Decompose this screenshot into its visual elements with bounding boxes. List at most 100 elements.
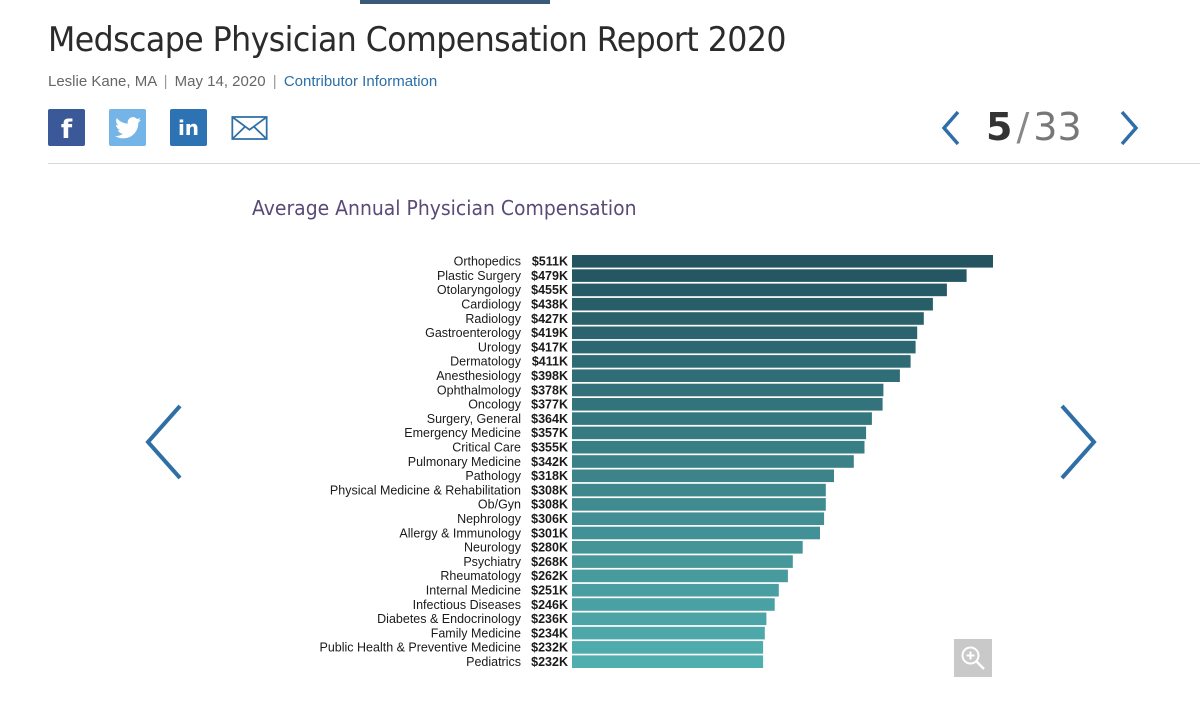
bar-value-label: $318K: [531, 469, 568, 483]
category-label: Orthopedics: [454, 255, 521, 269]
category-label: Anesthesiology: [436, 369, 522, 383]
previous-page-button[interactable]: [936, 108, 970, 148]
bar-value-label: $234K: [531, 626, 568, 640]
bar-value-label: $355K: [531, 441, 568, 455]
publish-date: May 14, 2020: [174, 73, 266, 90]
category-label: Dermatology: [450, 355, 522, 369]
previous-slide-button[interactable]: [140, 402, 190, 482]
category-label: Ob/Gyn: [478, 498, 521, 512]
category-label: Infectious Diseases: [413, 598, 521, 612]
total-pages: 33: [1033, 105, 1082, 149]
bar-value-label: $427K: [531, 312, 568, 326]
bar-value-label: $342K: [531, 455, 568, 469]
header-divider: [48, 163, 1200, 164]
email-icon: [231, 115, 268, 140]
bar: [572, 526, 820, 540]
bar-value-label: $262K: [531, 569, 568, 583]
zoom-in-icon: [961, 646, 985, 670]
bar: [572, 498, 826, 511]
category-label: Gastroenterology: [425, 326, 522, 340]
bar-value-label: $419K: [531, 326, 568, 340]
bar-value-label: $232K: [531, 641, 568, 655]
bar: [572, 483, 826, 497]
bar: [572, 569, 788, 583]
bar-value-label: $417K: [531, 340, 568, 354]
bar: [572, 512, 825, 525]
twitter-share-button[interactable]: [109, 109, 146, 146]
facebook-share-button[interactable]: f: [48, 109, 85, 146]
bar: [572, 340, 916, 354]
category-label: Diabetes & Endocrinology: [377, 612, 522, 626]
category-label: Allergy & Immunology: [399, 526, 521, 540]
bar-value-label: $301K: [531, 526, 568, 540]
bar-value-label: $236K: [531, 612, 568, 626]
bar-value-label: $268K: [531, 555, 568, 569]
bar: [572, 355, 911, 368]
bar-value-label: $246K: [531, 598, 568, 612]
bar: [572, 369, 900, 382]
facebook-icon: f: [60, 114, 73, 145]
byline-separator: |: [163, 73, 168, 90]
category-label: Plastic Surgery: [437, 269, 522, 283]
next-slide-button[interactable]: [1052, 402, 1102, 482]
bar: [572, 383, 884, 397]
category-label: Physical Medicine & Rehabilitation: [330, 483, 521, 497]
bar: [572, 398, 883, 411]
bar-value-label: $308K: [531, 498, 568, 512]
current-page-number: 5: [986, 105, 1013, 149]
author-name: Leslie Kane, MA: [48, 73, 157, 90]
bar: [572, 269, 967, 282]
next-page-button[interactable]: [1112, 108, 1146, 148]
bar-value-label: $455K: [531, 283, 568, 297]
bar-value-label: $438K: [531, 298, 568, 312]
bar: [572, 412, 872, 425]
bar: [572, 312, 924, 325]
linkedin-icon: in: [177, 115, 200, 140]
category-label: Rheumatology: [440, 569, 521, 583]
category-label: Oncology: [468, 398, 522, 412]
bar-value-label: $511K: [532, 255, 568, 269]
bar-value-label: $364K: [531, 412, 568, 426]
email-share-button[interactable]: [231, 109, 268, 146]
bar: [572, 655, 764, 668]
zoom-image-button[interactable]: [954, 639, 992, 677]
linkedin-share-button[interactable]: in: [170, 109, 207, 146]
bar: [572, 555, 793, 568]
bar: [572, 426, 867, 440]
category-label: Public Health & Preventive Medicine: [320, 641, 522, 655]
bar: [572, 283, 947, 297]
category-label: Pediatrics: [466, 655, 521, 669]
chevron-right-icon: [1060, 404, 1097, 480]
bar: [572, 255, 993, 268]
active-tab-indicator: [360, 0, 550, 4]
twitter-icon: [114, 116, 141, 138]
bar-value-label: $357K: [531, 426, 568, 440]
bar-value-label: $232K: [531, 655, 568, 669]
byline: Leslie Kane, MA | May 14, 2020 | Contrib…: [48, 73, 437, 90]
category-label: Radiology: [465, 312, 521, 326]
bar-value-label: $377K: [531, 398, 568, 412]
bar: [572, 469, 834, 483]
chevron-right-icon: [1120, 110, 1139, 146]
category-label: Emergency Medicine: [404, 426, 521, 440]
bar: [572, 583, 779, 597]
category-label: Internal Medicine: [426, 584, 521, 598]
bar-value-label: $308K: [531, 483, 568, 497]
bar: [572, 641, 764, 654]
contributor-information-link[interactable]: Contributor Information: [283, 73, 438, 90]
page-counter: 5/33: [986, 101, 1082, 153]
category-label: Nephrology: [457, 512, 522, 526]
category-label: Pulmonary Medicine: [408, 455, 521, 469]
category-label: Cardiology: [461, 298, 522, 312]
chevron-left-icon: [145, 404, 182, 480]
category-label: Ophthalmology: [437, 383, 522, 397]
category-label: Surgery, General: [427, 412, 521, 426]
bar: [572, 541, 803, 554]
page-separator: /: [1016, 105, 1030, 149]
category-label: Neurology: [464, 541, 522, 555]
category-label: Pathology: [465, 469, 521, 483]
category-label: Psychiatry: [463, 555, 521, 569]
bar-value-label: $398K: [531, 369, 568, 383]
category-label: Urology: [478, 340, 522, 354]
